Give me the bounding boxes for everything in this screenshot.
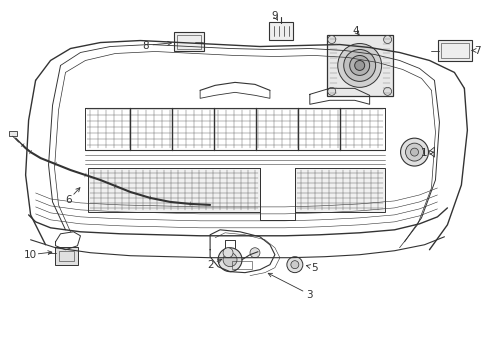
Text: 2: 2 xyxy=(207,260,214,270)
Text: 3: 3 xyxy=(307,289,313,300)
Text: 6: 6 xyxy=(65,195,72,205)
Text: 5: 5 xyxy=(312,263,318,273)
Text: 7: 7 xyxy=(474,45,481,55)
FancyBboxPatch shape xyxy=(295,168,385,212)
Circle shape xyxy=(355,60,365,71)
Text: 4: 4 xyxy=(352,26,359,36)
Circle shape xyxy=(384,36,392,44)
FancyBboxPatch shape xyxy=(327,35,392,96)
Text: 10: 10 xyxy=(24,250,37,260)
Circle shape xyxy=(250,248,260,258)
Circle shape xyxy=(328,87,336,95)
Text: 8: 8 xyxy=(142,41,148,50)
Circle shape xyxy=(291,261,299,269)
FancyBboxPatch shape xyxy=(269,22,293,40)
FancyBboxPatch shape xyxy=(439,40,472,62)
Circle shape xyxy=(218,248,242,272)
Circle shape xyxy=(287,257,303,273)
Text: 1: 1 xyxy=(421,148,428,158)
Circle shape xyxy=(406,143,423,161)
Circle shape xyxy=(223,253,237,267)
Circle shape xyxy=(411,148,418,156)
Circle shape xyxy=(400,138,428,166)
FancyBboxPatch shape xyxy=(54,247,78,265)
FancyBboxPatch shape xyxy=(89,168,260,212)
Text: 9: 9 xyxy=(271,11,278,21)
Circle shape xyxy=(384,87,392,95)
Circle shape xyxy=(338,44,382,87)
FancyBboxPatch shape xyxy=(9,131,17,136)
FancyBboxPatch shape xyxy=(174,32,204,51)
Circle shape xyxy=(350,55,369,75)
Circle shape xyxy=(223,248,233,258)
Circle shape xyxy=(343,50,376,81)
Circle shape xyxy=(328,36,336,44)
